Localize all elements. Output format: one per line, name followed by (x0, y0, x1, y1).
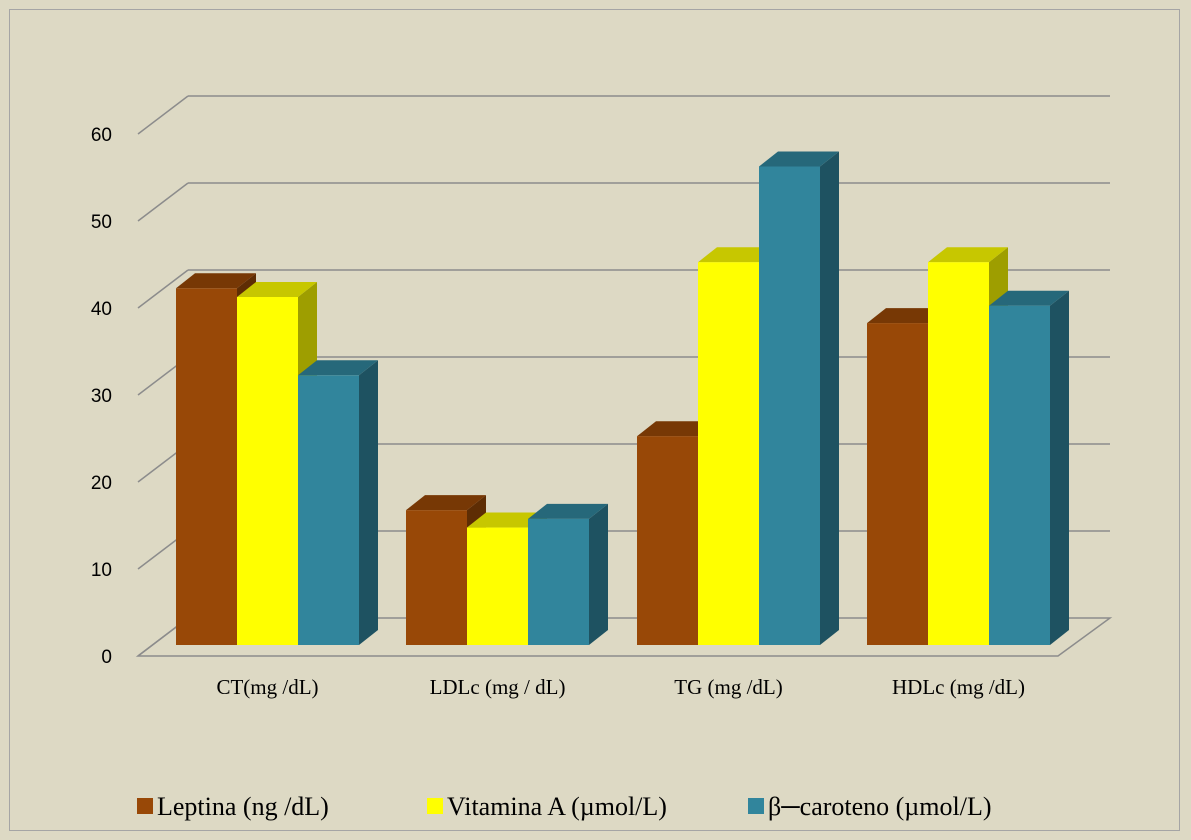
legend-label-vitamina-a-mol-l: Vitamina A (µmol/L) (447, 792, 667, 821)
bar-caroteno-mol-l-ldlc-mg-dl (528, 503, 608, 645)
wall-line (137, 182, 189, 222)
bar-top (867, 308, 947, 324)
bar-front (298, 375, 359, 645)
bar-top (237, 282, 317, 297)
legend-swatch-vitamina-a-mol-l (427, 798, 443, 814)
x-tick-label: HDLc (mg /dL) (892, 675, 1025, 699)
y-tick-label: 60 (91, 125, 112, 146)
bar-caroteno-mol-l-ct-mg-dl (298, 360, 378, 645)
bar-front (237, 297, 298, 645)
y-tick-label: 40 (91, 299, 112, 320)
bar-front (759, 166, 820, 645)
bar-top (928, 247, 1008, 263)
bar-top (176, 273, 256, 289)
wall-line (137, 269, 189, 309)
bar-top (759, 151, 839, 167)
bar-top (406, 495, 486, 511)
y-tick-label: 10 (91, 560, 112, 581)
wall-line (137, 95, 189, 135)
bar-side (589, 503, 608, 645)
bar-top (989, 290, 1069, 306)
bar-front (867, 323, 928, 645)
bar-top (298, 360, 378, 376)
y-tick-label: 0 (101, 647, 112, 668)
y-tick-label: 30 (91, 386, 112, 407)
legend-label-leptina-ng-dl: Leptina (ng /dL) (157, 792, 329, 821)
bar-side (359, 360, 378, 645)
chart-frame (9, 9, 1180, 831)
x-tick-label: CT(mg /dL) (216, 675, 318, 699)
legend-swatch-caroteno-mol-l (748, 798, 764, 814)
bar-top (637, 421, 717, 437)
legend-swatch-leptina-ng-dl (137, 798, 153, 814)
bar-front (176, 288, 237, 645)
y-tick-label: 20 (91, 473, 112, 494)
bar-top (528, 503, 608, 519)
bar-caroteno-mol-l-hdlc-mg-dl (989, 290, 1069, 645)
x-tick-label: TG (mg /dL) (674, 675, 782, 699)
bar-front (698, 262, 759, 645)
bar-caroteno-mol-l-tg-mg-dl (759, 151, 839, 645)
bar-side (820, 151, 839, 645)
bar-front (467, 527, 528, 645)
x-tick-label: LDLc (mg / dL) (430, 675, 566, 699)
chart-floor (135, 617, 1113, 657)
bar-front (528, 518, 589, 645)
bar-front (928, 262, 989, 645)
bar-top (698, 247, 778, 263)
bar-front (406, 510, 467, 645)
bar-side (1050, 290, 1069, 645)
legend-label-caroteno-mol-l: β─caroteno (µmol/L) (768, 792, 992, 821)
bar-top (467, 512, 547, 528)
y-tick-label: 50 (91, 212, 112, 233)
bar-front (637, 436, 698, 645)
bar-front (989, 305, 1050, 645)
